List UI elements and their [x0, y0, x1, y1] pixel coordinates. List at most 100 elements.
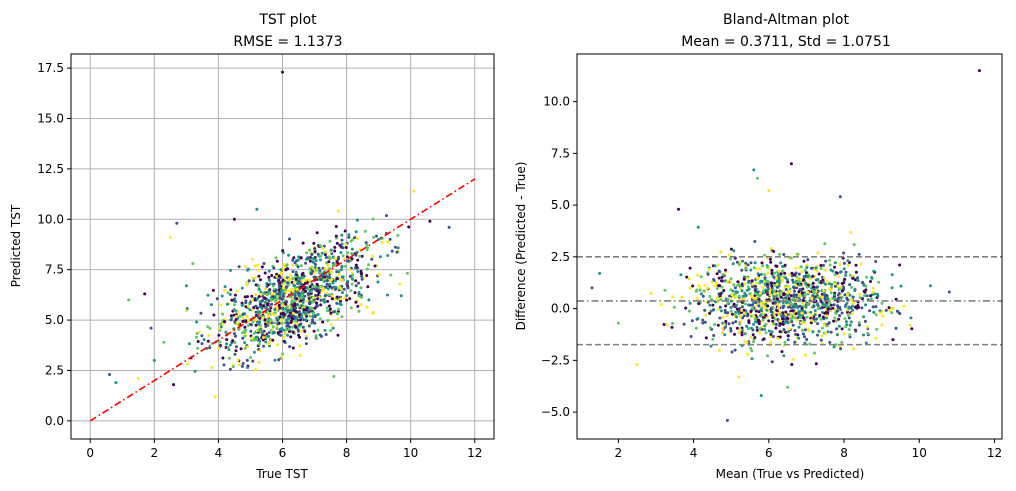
bland-altman-point: [743, 291, 747, 295]
bland-altman-point: [799, 316, 803, 319]
bland-altman-point: [814, 317, 818, 321]
bland-altman-point: [739, 320, 743, 324]
bland-altman-point: [745, 324, 749, 328]
bland-altman-point: [770, 307, 774, 311]
bland-altman-ylabel: Difference (Predicted - True): [514, 162, 528, 331]
tst-plot-point: [269, 298, 273, 302]
bland-altman-point: [816, 322, 820, 326]
bland-altman-point: [835, 333, 839, 337]
bland-altman-point: [740, 333, 744, 337]
bland-altman-point: [740, 308, 744, 312]
bland-altman-point: [783, 263, 787, 267]
bland-altman-point: [826, 296, 830, 300]
bland-altman-point: [762, 290, 766, 294]
tst-plot-point: [266, 303, 269, 307]
bland-altman-point: [833, 273, 837, 277]
bland-altman-point: [761, 316, 765, 319]
bland-altman-point: [761, 318, 765, 322]
bland-altman-point: [756, 176, 759, 180]
bland-altman-point: [759, 301, 763, 305]
tst-plot-point: [211, 288, 215, 292]
bland-altman-point: [749, 294, 753, 298]
tst-plot-point: [335, 301, 339, 305]
tst-plot-point: [295, 303, 299, 306]
bland-altman-point: [776, 337, 780, 340]
tst-plot-point: [199, 311, 203, 315]
bland-altman-point: [754, 309, 758, 313]
tst-plot-point: [323, 267, 327, 271]
tst-plot-point: [349, 306, 353, 310]
bland-altman-point: [871, 305, 875, 309]
tst-plot-point: [354, 253, 358, 257]
tst-plot-point: [226, 291, 230, 295]
tst-plot-point: [298, 323, 302, 327]
tst-plot-point: [315, 287, 319, 291]
bland-altman-point: [708, 326, 712, 330]
tst-plot-point: [291, 346, 295, 350]
tst-plot-title-line1: TST plot: [258, 12, 317, 28]
tst-plot-point: [298, 313, 301, 317]
tst-plot-point: [331, 261, 335, 265]
tst-plot-point: [341, 291, 344, 295]
tst-plot-point: [256, 268, 260, 272]
tst-plot-point: [282, 286, 285, 290]
tst-plot-point: [300, 313, 304, 317]
bland-altman-point: [782, 292, 786, 296]
tst-plot-point: [298, 344, 302, 348]
bland-altman-point: [715, 297, 719, 300]
tst-plot-point: [232, 313, 236, 317]
bland-altman-point: [744, 264, 748, 268]
bland-altman-point: [789, 311, 793, 315]
tst-plot-point: [337, 270, 341, 274]
bland-altman-point: [721, 315, 725, 319]
bland-altman-ytick-label: 2.5: [551, 250, 570, 264]
bland-altman-point: [733, 332, 736, 336]
tst-plot-point: [243, 330, 247, 334]
bland-altman-point: [853, 278, 857, 282]
tst-plot-point: [350, 282, 354, 286]
bland-altman-point: [846, 263, 850, 267]
bland-altman-point: [738, 322, 742, 326]
tst-plot-point: [285, 318, 289, 322]
bland-altman-point: [874, 313, 878, 317]
bland-altman-point: [815, 269, 819, 273]
bland-altman-point: [789, 162, 793, 166]
bland-altman-point: [708, 267, 711, 271]
bland-altman-xlabel: Mean (True vs Predicted): [716, 467, 865, 481]
bland-altman-point: [732, 283, 736, 287]
bland-altman-point: [694, 289, 698, 293]
bland-altman-point: [786, 317, 790, 320]
tst-plot-points: [108, 70, 451, 399]
tst-plot-point: [380, 241, 384, 244]
tst-plot-point: [233, 320, 237, 324]
bland-altman-point: [757, 318, 761, 322]
bland-altman-point: [687, 309, 691, 313]
tst-plot-point: [348, 268, 352, 272]
bland-altman-point: [752, 301, 756, 305]
tst-plot-point: [175, 221, 179, 225]
tst-plot-point: [286, 308, 290, 312]
tst-plot-point: [272, 292, 276, 296]
bland-altman-point: [785, 301, 788, 305]
bland-altman-point: [833, 265, 836, 269]
bland-altman-point: [726, 311, 730, 315]
bland-altman-point: [723, 279, 727, 283]
bland-altman-point: [837, 288, 841, 292]
tst-plot-point: [258, 278, 262, 282]
tst-plot-point: [268, 282, 272, 286]
bland-altman-point: [748, 292, 752, 296]
bland-altman-point: [699, 275, 703, 279]
tst-plot-point: [185, 362, 189, 366]
bland-altman-point: [764, 313, 768, 317]
bland-altman-point: [754, 296, 758, 300]
bland-altman-point: [783, 320, 787, 324]
tst-plot-point: [281, 307, 285, 311]
tst-plot-point: [257, 284, 261, 288]
tst-plot-point: [340, 238, 344, 242]
tst-plot-point: [195, 320, 199, 324]
tst-plot-point: [328, 282, 332, 286]
tst-plot-point: [220, 294, 224, 298]
bland-altman-point: [813, 351, 816, 355]
bland-altman-point: [718, 305, 722, 309]
tst-plot-point: [212, 313, 216, 317]
